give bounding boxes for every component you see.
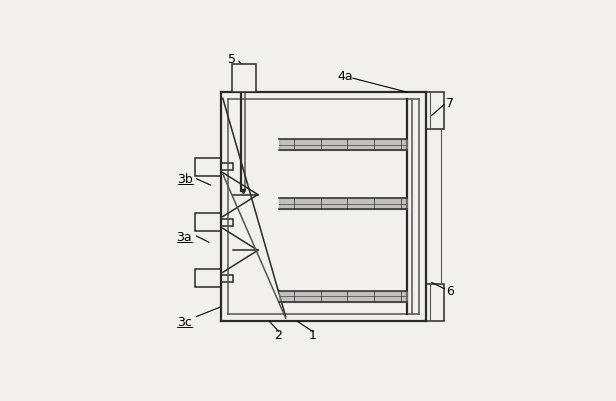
Text: 3c: 3c <box>177 315 192 328</box>
Bar <box>221 275 233 282</box>
Text: 3a: 3a <box>176 230 192 243</box>
Text: 7: 7 <box>447 97 455 110</box>
Bar <box>426 284 444 321</box>
Bar <box>232 65 256 93</box>
Bar <box>195 158 221 176</box>
Text: 5: 5 <box>227 53 235 65</box>
Text: 4a: 4a <box>338 70 353 83</box>
Bar <box>195 269 221 288</box>
Text: 3b: 3b <box>177 173 193 186</box>
Bar <box>426 93 444 130</box>
Bar <box>195 214 221 232</box>
Bar <box>221 219 233 226</box>
Text: 1: 1 <box>309 328 317 341</box>
Bar <box>221 164 233 171</box>
Text: 6: 6 <box>447 284 454 297</box>
Text: 2: 2 <box>275 328 283 341</box>
